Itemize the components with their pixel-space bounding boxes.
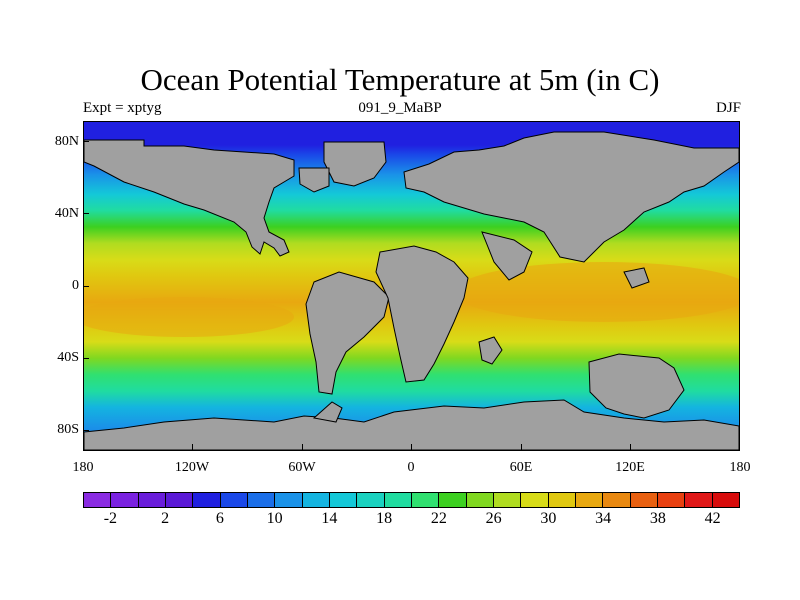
colorbar-swatch: [384, 493, 412, 507]
landmass-madagascar: [478, 336, 503, 365]
colorbar-swatch: [302, 493, 330, 507]
landmass-eurasia: [403, 131, 739, 263]
landmass-india: [481, 231, 533, 281]
experiment-label: Expt = xptyg: [83, 100, 162, 116]
landmass-north-america: [84, 139, 295, 257]
x-tickmark: [302, 444, 303, 450]
warm-pool-pacific: [454, 262, 739, 322]
landmass-antarctica: [84, 399, 739, 450]
colorbar-label: 10: [266, 510, 283, 527]
colorbar-label: 42: [704, 510, 721, 527]
y-tick-80S: 80S: [57, 422, 79, 437]
colorbar-swatch: [657, 493, 686, 507]
season-label: DJF: [715, 100, 741, 116]
temperature-map: [83, 121, 740, 451]
colorbar-label: 34: [595, 510, 612, 527]
landmass-antarctic-peninsula: [312, 401, 343, 423]
x-tick-180-left: 180: [72, 460, 94, 475]
colorbar-swatch: [603, 493, 631, 507]
y-tick-40N: 40N: [54, 206, 79, 221]
x-tick-60W: 60W: [288, 460, 316, 475]
colorbar-swatch: [466, 493, 494, 507]
colorbar-swatch: [138, 493, 166, 507]
colorbar-swatch: [493, 493, 522, 507]
x-tickmark: [630, 444, 631, 450]
colorbar-swatch: [275, 493, 303, 507]
colorbar-label: 18: [376, 510, 393, 527]
warm-pool-south-pacific: [84, 297, 294, 337]
colorbar-swatch: [630, 493, 658, 507]
colorbar-swatch: [548, 493, 576, 507]
colorbar-swatch: [329, 493, 358, 507]
colorbar-label: 6: [215, 510, 224, 527]
colorbar-swatch: [220, 493, 248, 507]
map-title: Ocean Potential Temperature at 5m (in C): [140, 62, 660, 97]
y-tickmark: [83, 141, 89, 142]
landmass-greenland: [323, 141, 387, 187]
colorbar-label: 26: [485, 510, 502, 527]
landmass-south-america: [305, 271, 390, 395]
time-label: 091_9_MaBP: [358, 100, 442, 116]
colorbar-swatch: [521, 493, 549, 507]
map-svg: [84, 122, 739, 450]
colorbar-swatch: [575, 493, 604, 507]
colorbar-label: 14: [321, 510, 338, 527]
colorbar: [83, 492, 740, 508]
colorbar-swatch: [411, 493, 440, 507]
x-tickmark: [411, 444, 412, 450]
landmass-australia: [588, 353, 685, 419]
x-tickmark: [192, 444, 193, 450]
landmass-africa: [375, 245, 469, 383]
landmass-islands: [623, 267, 650, 289]
colorbar-swatch: [247, 493, 276, 507]
colorbar-swatch: [111, 493, 139, 507]
x-tick-120W: 120W: [174, 460, 210, 475]
y-tick-80N: 80N: [54, 134, 79, 149]
y-tickmark: [83, 430, 89, 431]
colorbar-swatch: [357, 493, 385, 507]
colorbar-swatch: [685, 493, 713, 507]
colorbar-swatch: [439, 493, 467, 507]
x-tickmark: [521, 444, 522, 450]
y-tick-0: 0: [72, 278, 79, 293]
colorbar-label: -2: [103, 510, 118, 527]
y-tickmark: [83, 358, 89, 359]
y-tick-40S: 40S: [57, 350, 79, 365]
colorbar-label: 2: [161, 510, 170, 527]
y-tickmark: [83, 213, 89, 214]
land-masses: [84, 131, 739, 450]
colorbar-swatch: [165, 493, 194, 507]
colorbar-swatch: [712, 493, 739, 507]
colorbar-swatch: [84, 493, 112, 507]
colorbar-label: 30: [540, 510, 557, 527]
x-tick-60E: 60E: [509, 460, 533, 475]
colorbar-label: 38: [649, 510, 666, 527]
landmass-arctic-islands: [298, 167, 330, 193]
y-tickmark: [83, 286, 89, 287]
colorbar-swatch: [193, 493, 221, 507]
x-tick-0: 0: [407, 460, 415, 475]
colorbar-label: 22: [430, 510, 447, 527]
x-tick-180-right: 180: [729, 460, 751, 475]
x-tick-120E: 120E: [615, 460, 645, 475]
